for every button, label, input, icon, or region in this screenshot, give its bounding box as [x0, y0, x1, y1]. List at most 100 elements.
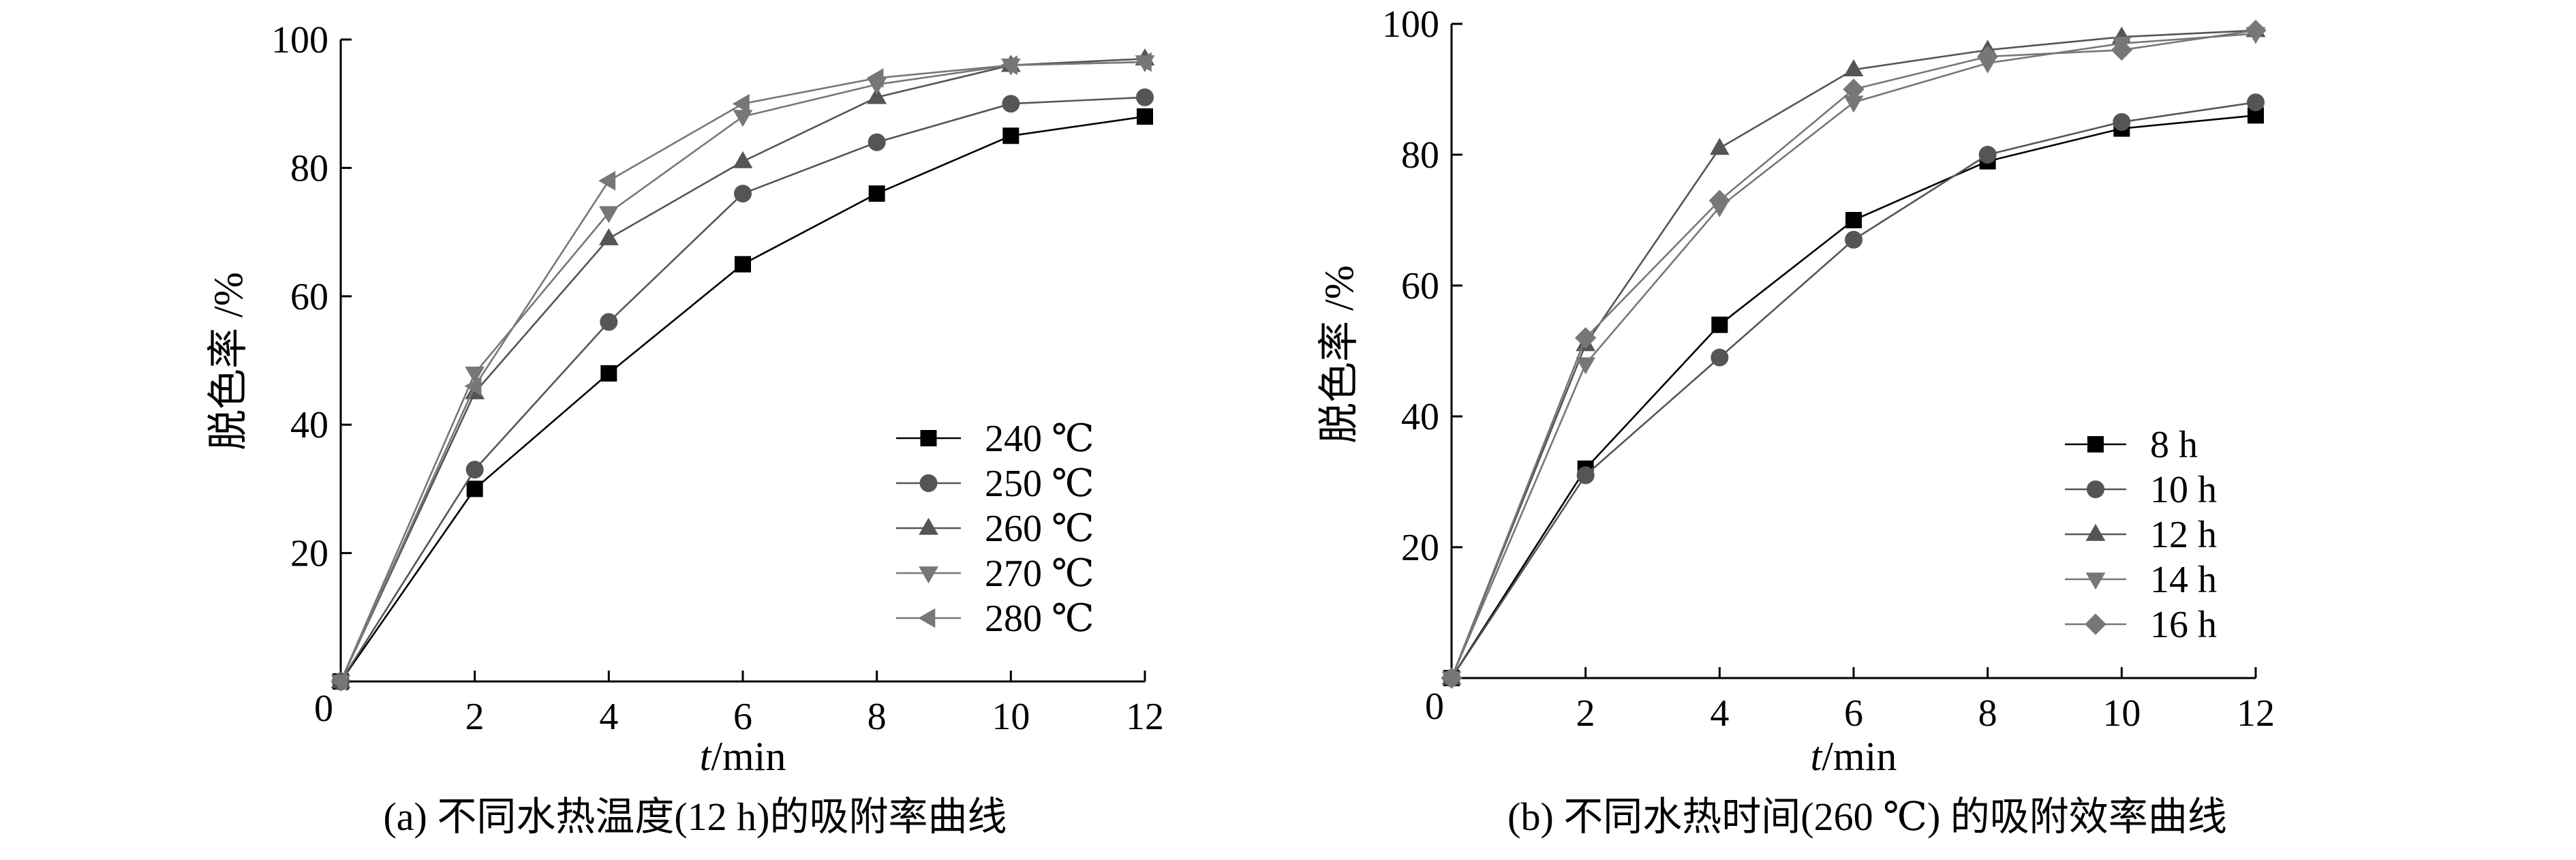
y-tick-label: 80 [1401, 134, 1439, 176]
legend-marker [919, 566, 938, 584]
data-point [1845, 230, 1862, 249]
data-point [1576, 357, 1596, 375]
legend-label: 260 ℃ [985, 508, 1094, 550]
x-tick-label: 6 [1844, 692, 1863, 735]
data-point [464, 376, 482, 397]
legend-label: 270 ℃ [985, 553, 1094, 595]
data-point [1002, 95, 1020, 113]
data-point [1976, 46, 1999, 67]
legend-marker [920, 430, 937, 446]
data-point [868, 133, 886, 151]
origin-tick-label: 0 [1425, 686, 1444, 728]
data-point [1134, 52, 1152, 72]
legend-marker [2085, 572, 2106, 590]
data-point [866, 68, 884, 88]
data-point [1441, 667, 1462, 689]
legend-marker [919, 474, 938, 492]
data-point [1711, 316, 1728, 333]
x-tick-label: 2 [465, 696, 485, 738]
data-point [600, 365, 617, 382]
data-point [1576, 466, 1595, 485]
origin-tick-label: 0 [314, 688, 333, 730]
series-1 [332, 88, 1154, 690]
x-axis-title-unit: /min [1822, 734, 1897, 779]
y-tick-label: 60 [1401, 265, 1439, 307]
data-point [1843, 59, 1864, 76]
data-point [735, 256, 751, 273]
data-point [868, 185, 885, 202]
figure-caption: (b) 不同水热时间(260 ℃) 的吸附效率曲线 [1507, 795, 2227, 839]
series-0 [1443, 107, 2264, 686]
x-tick-label: 8 [1978, 692, 1997, 735]
chart-panel-a: 0 2 4 6 8 10 12 20 40 60 80 100 脱色率 /% t/min 240 ℃250 … [206, 19, 1164, 839]
legend: 8 h10 h12 h14 h16 h [2065, 424, 2217, 646]
x-axis-title-unit: /min [711, 734, 786, 779]
data-point [1708, 189, 1731, 211]
x-axis-title-var: t [1811, 734, 1823, 779]
y-tick-label: 40 [1401, 396, 1439, 438]
data-point [734, 185, 752, 203]
data-point [598, 206, 619, 224]
data-point [2247, 93, 2265, 112]
legend-label: 250 ℃ [985, 463, 1094, 505]
y-tick-label: 80 [290, 147, 328, 189]
x-axis-title-var: t [700, 734, 712, 779]
legend-label: 280 ℃ [985, 598, 1094, 640]
data-point [465, 461, 484, 479]
x-tick-label: 4 [1710, 692, 1729, 735]
legend-marker [2085, 523, 2106, 541]
x-tick-label: 6 [733, 696, 752, 738]
y-tick-label: 100 [271, 19, 328, 61]
data-point [2113, 113, 2131, 131]
legend-marker [2087, 436, 2104, 452]
data-point [598, 170, 616, 191]
legend-marker [2087, 480, 2104, 498]
data-point [600, 313, 618, 331]
data-point [1137, 108, 1153, 125]
series-4 [1441, 19, 2267, 689]
y-axis-title: 脱色率 /% [1317, 265, 1362, 444]
legend-label: 10 h [2150, 469, 2217, 511]
data-point [1136, 88, 1154, 106]
y-tick-label: 60 [290, 276, 328, 318]
x-tick-label: 10 [2102, 692, 2141, 735]
legend-label: 240 ℃ [985, 418, 1094, 460]
x-tick-label: 2 [1576, 692, 1595, 735]
data-point [732, 93, 750, 114]
data-point [1845, 212, 1862, 228]
chart-panel-b: 0 2 4 6 8 10 12 20 40 60 80 100 脱色率 /% t/min 8 h10 h12… [1317, 3, 2275, 839]
data-point [1574, 327, 1597, 349]
series-line [1450, 33, 2256, 679]
data-point [466, 480, 483, 497]
data-point [2245, 19, 2267, 42]
data-point [465, 367, 485, 384]
data-point [1711, 348, 1729, 367]
data-point [1843, 78, 1865, 100]
x-tick-label: 12 [2237, 692, 2275, 735]
series-0 [333, 108, 1153, 690]
data-point [1002, 127, 1019, 144]
legend-label: 12 h [2150, 514, 2217, 556]
data-point [598, 228, 619, 245]
series-2 [1441, 20, 2266, 685]
y-tick-label: 20 [1401, 527, 1439, 569]
x-tick-label: 4 [599, 696, 618, 738]
legend-marker [919, 517, 938, 535]
data-point [1709, 138, 1730, 155]
data-point [733, 110, 753, 127]
data-point [1978, 146, 1997, 164]
x-tick-label: 10 [992, 696, 1030, 738]
series-4 [330, 52, 1152, 692]
x-axis-title: t/min [1811, 734, 1897, 779]
data-point [2111, 39, 2133, 61]
figure-caption: (a) 不同水热温度(12 h)的吸附率曲线 [383, 795, 1007, 839]
data-point [1000, 55, 1018, 76]
data-point [733, 151, 753, 168]
data-point [867, 87, 887, 104]
y-tick-label: 100 [1382, 3, 1439, 46]
series-line [1450, 101, 2256, 679]
legend-label: 16 h [2150, 604, 2217, 646]
legend-label: 8 h [2150, 424, 2198, 466]
